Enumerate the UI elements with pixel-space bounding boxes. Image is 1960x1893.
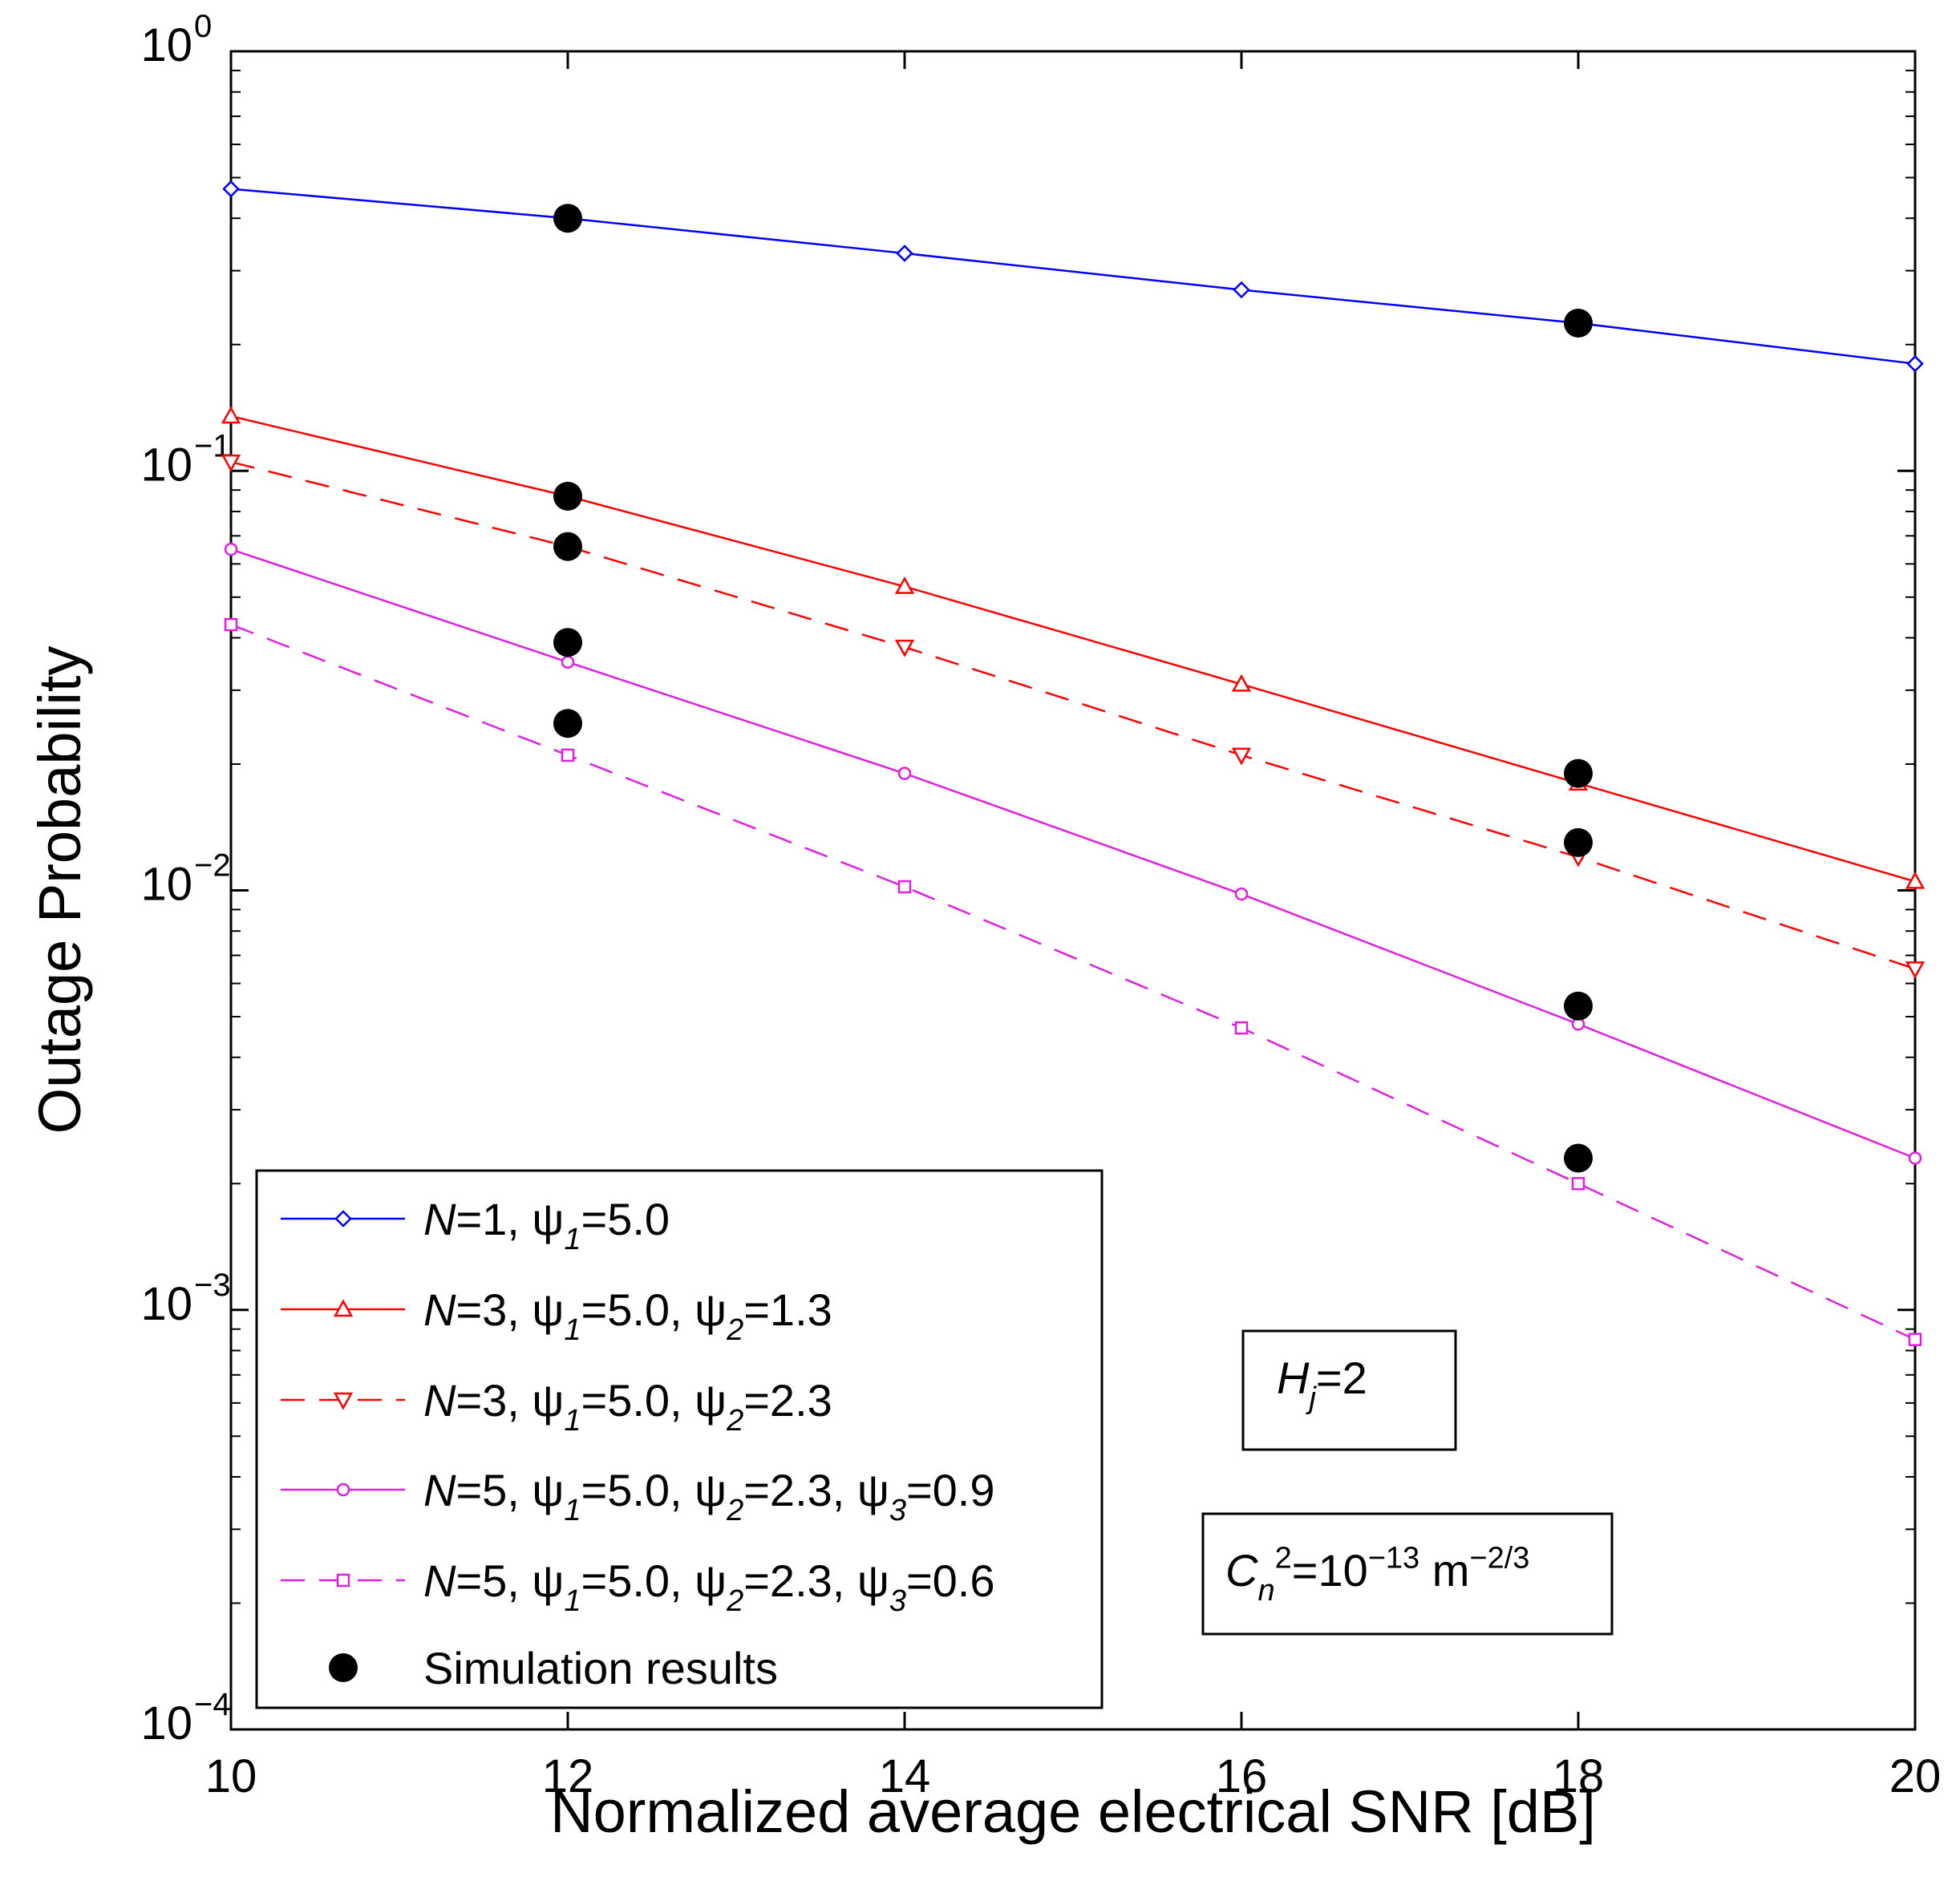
y-tick-label: 10 <box>140 1697 192 1749</box>
cn2-annotation-box <box>1201 1512 1614 1636</box>
triangle-up-marker <box>221 406 241 424</box>
x-axis-title: Normalized average electrical SNR [dB] <box>550 1778 1596 1845</box>
triangle-up-marker <box>333 1299 354 1317</box>
y-tick-label: 10 <box>140 1278 192 1330</box>
square-marker <box>336 1573 350 1588</box>
square-marker <box>1908 1333 1922 1346</box>
simulation-point <box>1564 991 1593 1021</box>
y-tick-label: 10 <box>140 19 192 71</box>
y-tick-label: 10 <box>140 859 192 911</box>
simulation-points-layer <box>553 204 1593 1173</box>
simulation-point <box>553 709 582 738</box>
simulation-point <box>553 204 582 233</box>
series-line <box>230 460 1916 970</box>
square-marker <box>224 617 238 632</box>
diamond-marker <box>222 180 240 198</box>
diamond-marker <box>1233 281 1250 299</box>
hj-annotation: Hj=2 <box>1277 1353 1367 1415</box>
legend-label: N=1, ψ1=5.0 <box>423 1194 670 1256</box>
legend-label-simulation: Simulation results <box>423 1643 778 1693</box>
series-line <box>230 623 1916 1341</box>
series-layer <box>221 180 1926 1346</box>
triangle-up-marker <box>1905 871 1926 889</box>
simulation-point <box>553 481 582 511</box>
x-tick-label: 14 <box>879 1750 931 1802</box>
simulation-point <box>553 628 582 657</box>
series-5 <box>224 617 1922 1346</box>
y-tick-label-exponent: −4 <box>194 1687 231 1722</box>
simulation-point <box>1564 308 1593 338</box>
square-marker <box>1234 1021 1249 1035</box>
simulation-point <box>553 532 582 561</box>
circle-marker <box>561 655 575 669</box>
legend-label: N=3, ψ1=5.0, ψ2=2.3 <box>423 1375 832 1438</box>
circle-marker <box>1234 887 1249 901</box>
circle-marker <box>897 767 912 780</box>
y-tick-label-exponent: −3 <box>194 1268 231 1303</box>
series-line <box>230 548 1916 1159</box>
series-4 <box>224 542 1922 1165</box>
x-tick-label: 16 <box>1216 1750 1268 1802</box>
legend: N=1, ψ1=5.0 N=3, ψ1=5.0, ψ2=1.3 N=3, ψ1=5.… <box>255 1169 1104 1709</box>
simulation-point <box>329 1653 358 1682</box>
x-tick-label: 10 <box>205 1750 257 1802</box>
x-tick-label: 12 <box>542 1750 594 1802</box>
annotations: Hj=2 Cn2=10−13 m−2/3 <box>1201 1329 1614 1636</box>
triangle-down-marker <box>221 454 241 472</box>
simulation-point <box>1564 758 1593 788</box>
y-axis-ticks <box>231 50 1915 1731</box>
x-tick-label: 20 <box>1889 1750 1942 1802</box>
diamond-marker <box>896 245 913 262</box>
legend-label: N=5, ψ1=5.0, ψ2=2.3, ψ3=0.6 <box>423 1555 995 1618</box>
diamond-marker <box>334 1210 352 1228</box>
legend-box <box>255 1169 1104 1709</box>
triangle-down-marker <box>1231 747 1252 766</box>
hj-annotation-box <box>1241 1329 1457 1451</box>
circle-marker <box>1908 1151 1922 1165</box>
y-tick-label-exponent: 0 <box>194 9 212 44</box>
square-marker <box>1571 1176 1585 1191</box>
x-axis-tick-labels: 10 12 14 16 18 20 <box>205 1750 1942 1802</box>
series-line <box>230 188 1916 365</box>
triangle-up-marker <box>894 576 915 594</box>
legend-label: N=5, ψ1=5.0, ψ2=2.3, ψ3=0.9 <box>423 1465 995 1527</box>
diamond-marker <box>1906 354 1924 373</box>
x-axis-ticks <box>229 51 1917 1729</box>
simulation-point <box>1564 1143 1593 1173</box>
x-tick-label: 18 <box>1553 1750 1605 1802</box>
circle-marker <box>336 1482 350 1497</box>
cn2-annotation: Cn2=10−13 m−2/3 <box>1225 1542 1529 1608</box>
legend-label: N=3, ψ1=5.0, ψ2=1.3 <box>423 1284 832 1347</box>
triangle-down-marker <box>333 1392 354 1410</box>
circle-marker <box>224 542 238 556</box>
square-marker <box>561 748 575 762</box>
triangle-up-marker <box>1231 673 1252 692</box>
simulation-point <box>1564 827 1593 857</box>
y-tick-label: 10 <box>140 439 192 491</box>
square-marker <box>897 880 912 894</box>
y-tick-label-exponent: −2 <box>194 848 231 884</box>
triangle-down-marker <box>1905 961 1926 979</box>
series-line <box>230 415 1916 883</box>
y-axis-title: Outage Probability <box>26 646 93 1135</box>
triangle-down-marker <box>894 639 915 657</box>
